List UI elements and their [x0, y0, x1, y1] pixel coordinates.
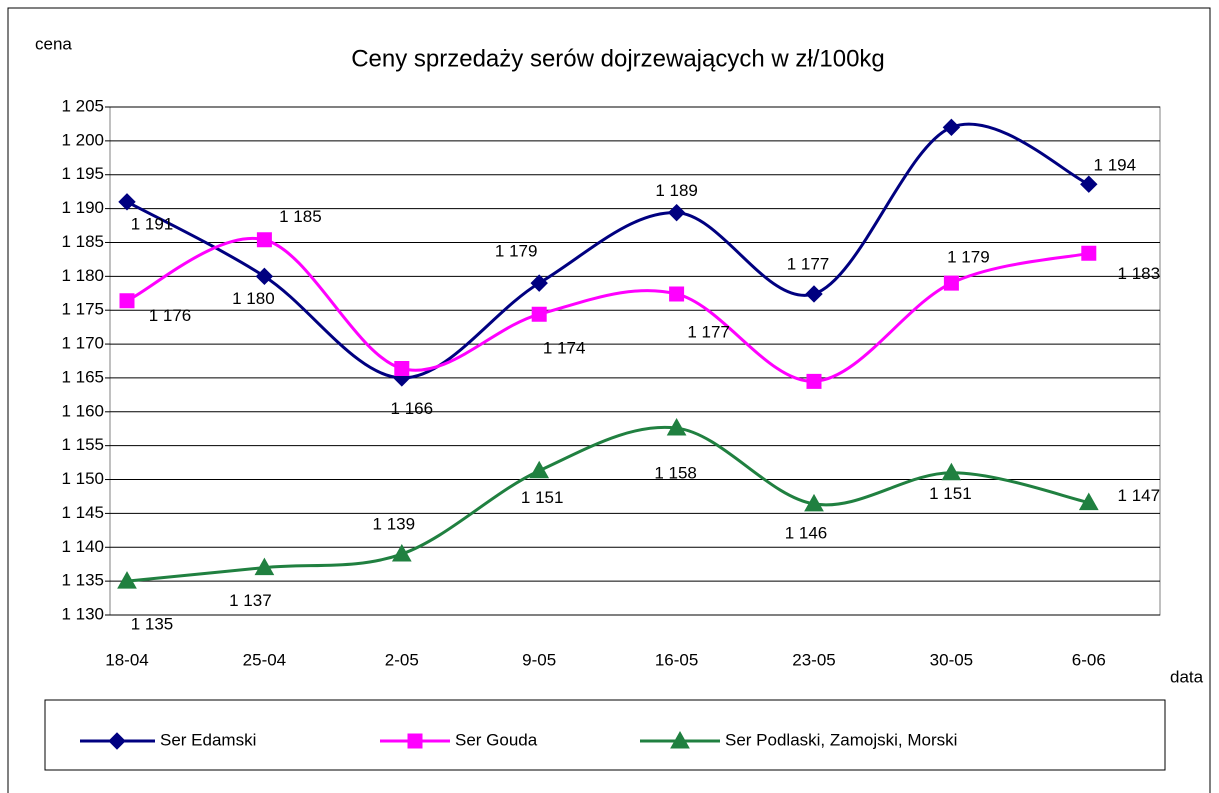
data-point [118, 193, 136, 211]
y-tick-label: 1 205 [61, 96, 104, 115]
y-tick-label: 1 180 [61, 266, 104, 285]
x-tick-label: 6-06 [1072, 650, 1106, 669]
y-tick-label: 1 150 [61, 469, 104, 488]
data-point [667, 203, 686, 222]
data-label: 1 174 [543, 339, 586, 358]
data-point [806, 373, 822, 389]
x-tick-label: 23-05 [792, 650, 835, 669]
data-label: 1 139 [373, 515, 416, 534]
legend-label: Ser Gouda [455, 730, 538, 749]
data-label: 1 166 [391, 399, 434, 418]
chart-title: Ceny sprzedaży serów dojrzewających w zł… [351, 45, 885, 72]
y-tick-label: 1 135 [61, 571, 104, 590]
data-point [666, 418, 687, 436]
data-point [117, 571, 137, 589]
y-tick-label: 1 165 [61, 367, 104, 386]
data-label: 1 135 [131, 615, 174, 634]
y-tick-label: 1 155 [61, 435, 104, 454]
series-line [126, 122, 1090, 380]
y-axis-label: cena [35, 34, 72, 53]
y-tick-label: 1 185 [61, 232, 104, 251]
data-label: 1 158 [654, 464, 697, 483]
data-point [256, 232, 272, 248]
data-label: 1 185 [279, 207, 322, 226]
plot-area [109, 106, 1161, 616]
data-label: 1 183 [1118, 264, 1161, 283]
data-point [942, 118, 961, 137]
data-point [669, 286, 685, 302]
y-tick-label: 1 160 [61, 401, 104, 420]
data-point [531, 306, 547, 322]
x-axis-label: data [1170, 667, 1204, 686]
data-point [1081, 245, 1097, 261]
data-point [941, 462, 962, 481]
legend-label: Ser Podlaski, Zamojski, Morski [725, 730, 957, 749]
data-point [1078, 492, 1099, 511]
chart-frame [7, 7, 1211, 793]
y-tick-label: 1 145 [61, 503, 104, 522]
data-label: 1 146 [785, 523, 828, 542]
data-point [391, 544, 412, 562]
data-point [119, 293, 135, 309]
x-tick-label: 16-05 [655, 650, 698, 669]
data-point [529, 460, 550, 479]
data-label: 1 151 [521, 488, 564, 507]
x-tick-label: 25-04 [243, 650, 286, 669]
data-label: 1 137 [229, 591, 272, 610]
data-point [805, 285, 823, 303]
x-tick-label: 9-05 [522, 650, 556, 669]
data-point [254, 557, 275, 576]
data-point [804, 493, 824, 512]
series-line [126, 236, 1090, 383]
y-tick-label: 1 175 [61, 300, 104, 319]
data-label: 1 179 [495, 242, 538, 261]
data-label: 1 191 [131, 214, 174, 233]
data-point [255, 267, 274, 286]
legend-marker [670, 730, 690, 749]
y-tick-label: 1 130 [61, 604, 104, 623]
data-point [394, 360, 410, 376]
data-label: 1 189 [655, 181, 698, 200]
data-label: 1 177 [787, 254, 830, 273]
data-label: 1 151 [929, 484, 972, 503]
data-label: 1 179 [947, 248, 990, 267]
data-point [1080, 175, 1098, 193]
y-tick-label: 1 140 [61, 537, 104, 556]
x-tick-label: 2-05 [385, 650, 419, 669]
data-label: 1 147 [1118, 486, 1161, 505]
data-point [943, 275, 959, 291]
legend-marker [108, 732, 126, 750]
y-tick-label: 1 190 [61, 198, 104, 217]
y-tick-label: 1 195 [61, 164, 104, 183]
data-point [530, 274, 548, 292]
y-tick-label: 1 200 [61, 130, 104, 149]
legend-box [44, 699, 1166, 771]
data-label: 1 176 [149, 306, 192, 325]
data-label: 1 180 [232, 289, 275, 308]
legend-marker [407, 733, 423, 749]
y-tick-label: 1 170 [61, 334, 104, 353]
x-tick-label: 30-05 [930, 650, 973, 669]
data-label: 1 194 [1094, 156, 1137, 175]
data-label: 1 177 [687, 322, 730, 341]
legend-label: Ser Edamski [160, 730, 256, 749]
x-tick-label: 18-04 [105, 650, 148, 669]
series-line [126, 425, 1090, 583]
